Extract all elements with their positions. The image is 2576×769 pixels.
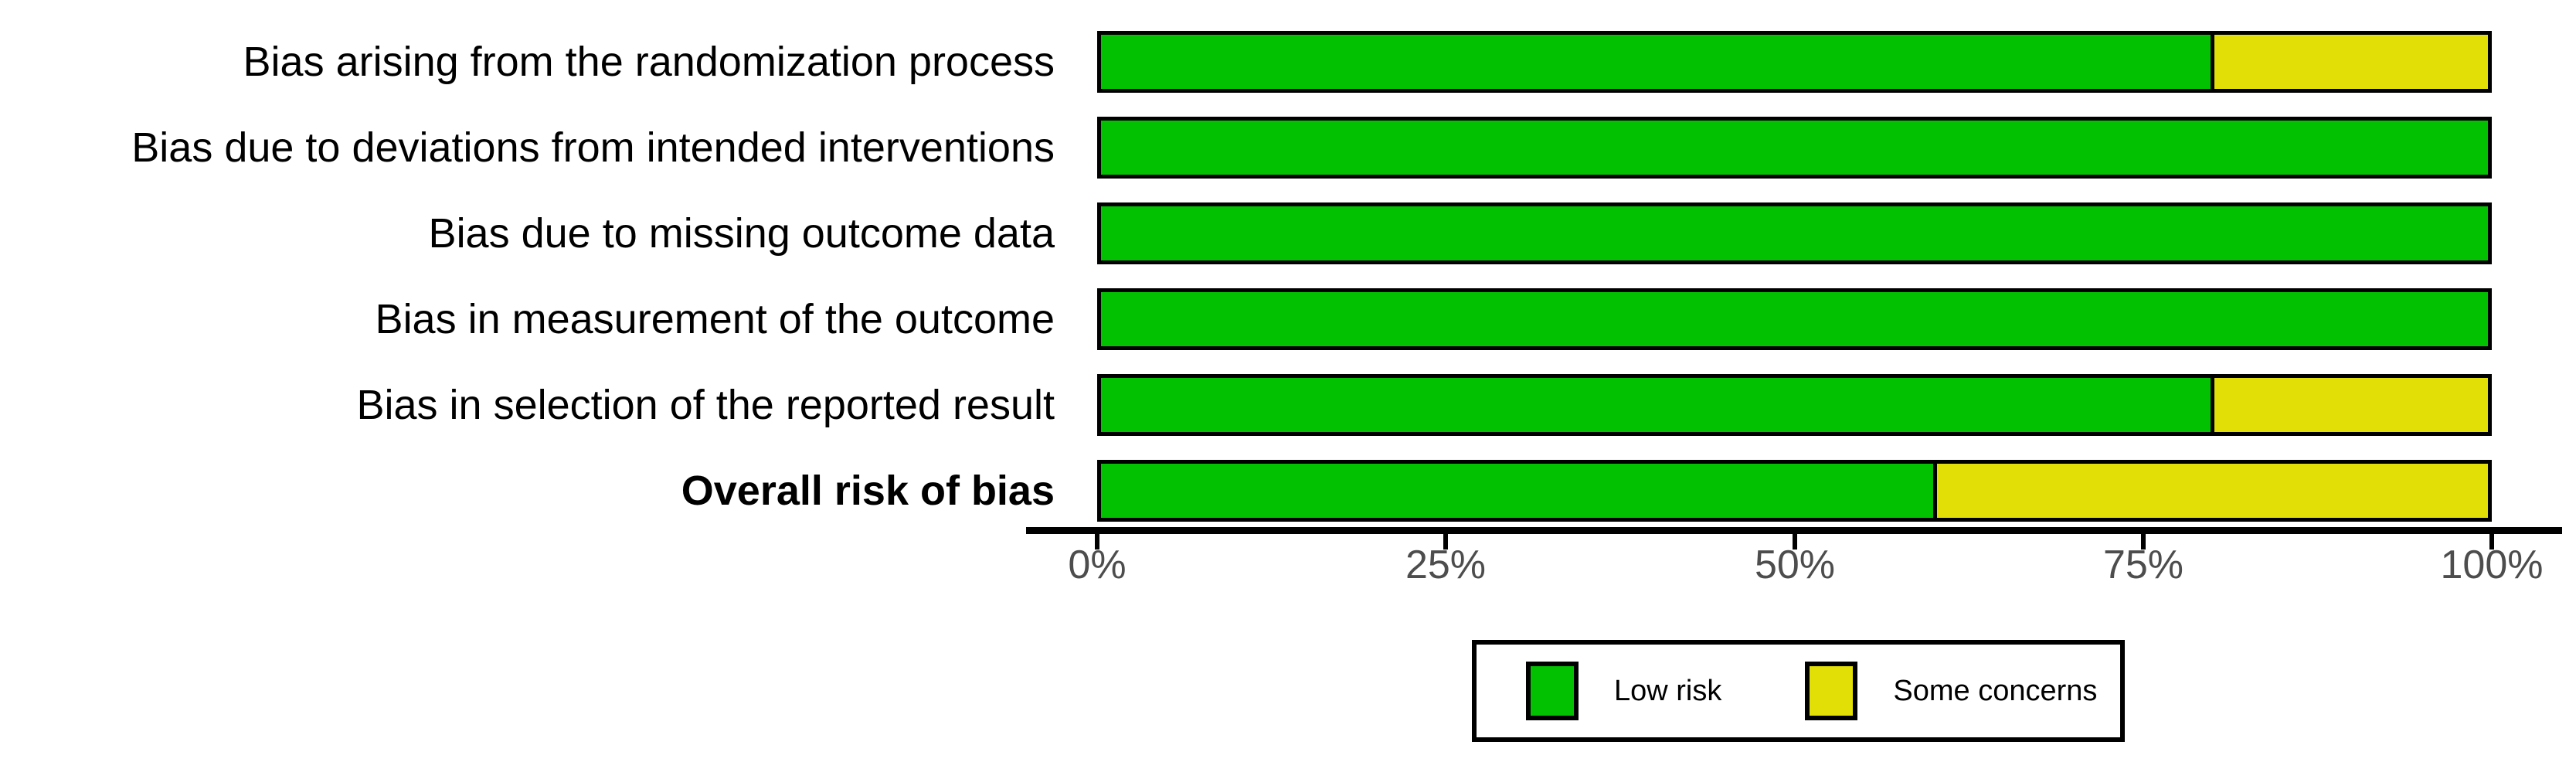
x-tick-mark [1443, 534, 1448, 550]
bar-segment-low-risk [1101, 292, 2488, 346]
bar-row [1097, 117, 2492, 179]
x-tick-label: 75% [2102, 543, 2184, 587]
legend-entry-low-risk: Low risk [1526, 662, 1721, 720]
x-tick-mark [1793, 534, 1797, 550]
bar-row [1097, 288, 2492, 350]
bar-row [1097, 202, 2492, 264]
legend-entry-some-concerns: Some concerns [1805, 662, 2097, 720]
bar-segment-low-risk [1101, 206, 2488, 260]
bar-segment-some-concerns [2211, 378, 2488, 432]
low-risk-swatch-icon [1526, 662, 1579, 720]
bar-row [1097, 31, 2492, 93]
x-tick-mark [2141, 534, 2146, 550]
legend-label-some-concerns: Some concerns [1893, 674, 2098, 707]
category-label: Bias arising from the randomization proc… [243, 39, 1055, 85]
x-tick-label: 0% [1068, 543, 1127, 587]
bar-row [1097, 374, 2492, 436]
x-tick-label: 50% [1754, 543, 1836, 587]
bar-segment-low-risk [1101, 378, 2211, 432]
bar-segment-low-risk [1101, 35, 2211, 89]
x-tick-label: 100% [2440, 543, 2544, 587]
x-tick-label: 25% [1405, 543, 1487, 587]
legend: Low risk Some concerns [1472, 640, 2125, 742]
category-label: Overall risk of bias [681, 468, 1055, 514]
category-label: Bias due to deviations from intended int… [131, 124, 1055, 171]
some-concerns-swatch-icon [1805, 662, 1858, 720]
x-tick-mark [2489, 534, 2494, 550]
bar-segment-some-concerns [2211, 35, 2488, 89]
bar-segment-some-concerns [1933, 464, 2488, 518]
category-label: Bias in selection of the reported result [356, 382, 1055, 428]
category-label: Bias due to missing outcome data [428, 210, 1055, 257]
bar-segment-low-risk [1101, 121, 2488, 175]
x-axis-line [1026, 527, 2562, 534]
category-label: Bias in measurement of the outcome [375, 296, 1055, 342]
x-tick-mark [1095, 534, 1099, 550]
bar-segment-low-risk [1101, 464, 1933, 518]
legend-label-low-risk: Low risk [1614, 674, 1722, 707]
bar-row [1097, 460, 2492, 522]
